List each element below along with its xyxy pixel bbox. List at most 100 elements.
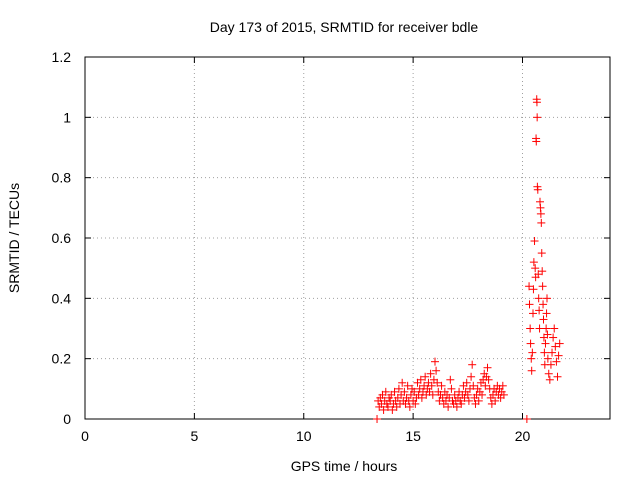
- data-point: [398, 378, 407, 387]
- data-point: [499, 390, 508, 399]
- data-point: [533, 185, 542, 194]
- data-point: [542, 309, 551, 318]
- data-point: [474, 396, 483, 405]
- y-tick-label: 1: [63, 109, 71, 125]
- data-point: [483, 363, 492, 372]
- data-point: [525, 300, 534, 309]
- data-point: [427, 381, 436, 390]
- data-point: [555, 339, 564, 348]
- grid-lines: [85, 57, 610, 419]
- data-point: [417, 393, 426, 402]
- data-point: [550, 324, 559, 333]
- data-point: [428, 390, 437, 399]
- data-point: [534, 294, 543, 303]
- data-point: [484, 375, 493, 384]
- data-point: [388, 405, 397, 414]
- data-point: [444, 402, 453, 411]
- data-point: [522, 415, 531, 423]
- data-point: [381, 387, 390, 396]
- data-point: [554, 351, 563, 360]
- data-point: [551, 342, 560, 351]
- data-point: [390, 387, 399, 396]
- y-tick-label: 1.2: [52, 49, 72, 65]
- data-point: [498, 381, 507, 390]
- data-point: [525, 282, 534, 291]
- data-point: [529, 309, 537, 318]
- data-point: [467, 372, 476, 381]
- data-point: [538, 267, 547, 276]
- data-point: [405, 402, 414, 411]
- data-point: [543, 294, 551, 303]
- data-point: [464, 396, 473, 405]
- data-point: [549, 333, 558, 342]
- data-point: [544, 369, 553, 378]
- x-tick-label: 15: [405, 428, 421, 444]
- data-point: [481, 381, 490, 390]
- y-tick-label: 0.2: [52, 351, 72, 367]
- x-tick-label: 5: [190, 428, 198, 444]
- data-point: [542, 324, 551, 333]
- data-point: [462, 378, 471, 387]
- data-point: [541, 339, 550, 348]
- data-point: [411, 399, 420, 408]
- data-point: [463, 390, 472, 399]
- data-point: [531, 264, 540, 273]
- data-point: [373, 415, 382, 423]
- axis-ticks: 0 5 10 15 20 0 0.2 0.4 0.6 0.8 1 1.2: [52, 49, 610, 444]
- data-point: [537, 249, 546, 258]
- data-point: [543, 354, 552, 363]
- y-tick-label: 0: [63, 411, 71, 427]
- x-tick-label: 20: [515, 428, 531, 444]
- data-point: [532, 137, 541, 146]
- data-point: [447, 384, 456, 393]
- data-point: [537, 218, 546, 227]
- data-point: [400, 387, 409, 396]
- data-point: [527, 366, 536, 375]
- data-point: [532, 98, 541, 107]
- data-point: [457, 399, 466, 408]
- data-point: [530, 237, 539, 246]
- y-tick-label: 0.8: [52, 170, 72, 186]
- data-point: [539, 315, 548, 324]
- data-point: [394, 384, 403, 393]
- data-point: [468, 360, 477, 369]
- data-point: [432, 366, 441, 375]
- data-point: [433, 378, 442, 387]
- data-point: [528, 348, 537, 357]
- chart-title: Day 173 of 2015, SRMTID for receiver bdl…: [210, 19, 479, 35]
- plot-area-border: [84, 56, 611, 420]
- data-point: [452, 402, 461, 411]
- data-point: [545, 375, 554, 384]
- data-point: [533, 113, 542, 122]
- data-point: [527, 354, 536, 363]
- data-point: [539, 300, 548, 309]
- x-tick-label: 0: [81, 428, 89, 444]
- data-point: [535, 306, 544, 315]
- data-point: [416, 375, 425, 384]
- data-point: [553, 372, 562, 381]
- data-point: [546, 360, 555, 369]
- data-point: [529, 258, 538, 267]
- data-point: [437, 381, 446, 390]
- data-point: [491, 396, 500, 405]
- data-point: [526, 339, 535, 348]
- y-axis-label: SRMTID / TECUs: [6, 183, 22, 293]
- data-point: [526, 324, 535, 333]
- data-point: [426, 369, 435, 378]
- y-tick-label: 0.6: [52, 230, 72, 246]
- data-point: [446, 375, 455, 384]
- data-points: [373, 95, 564, 423]
- data-point: [431, 357, 439, 366]
- data-point: [379, 405, 388, 414]
- data-point: [538, 282, 547, 291]
- data-point: [421, 372, 430, 381]
- data-point: [552, 357, 561, 366]
- data-point: [536, 209, 545, 218]
- data-point: [529, 285, 538, 294]
- data-point: [469, 381, 478, 390]
- x-axis-label: GPS time / hours: [291, 458, 398, 474]
- data-point: [383, 402, 392, 411]
- data-point: [478, 390, 487, 399]
- data-point: [540, 348, 549, 357]
